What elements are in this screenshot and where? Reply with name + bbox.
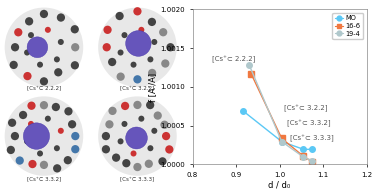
Circle shape xyxy=(16,156,24,165)
Circle shape xyxy=(102,43,111,51)
Circle shape xyxy=(37,62,43,68)
Circle shape xyxy=(27,101,36,110)
Circle shape xyxy=(28,160,37,168)
Circle shape xyxy=(108,107,117,115)
Y-axis label: f [A’/A]: f [A’/A] xyxy=(148,72,157,101)
Circle shape xyxy=(121,102,129,110)
Circle shape xyxy=(133,101,141,109)
Circle shape xyxy=(23,72,31,80)
X-axis label: d / d₀: d / d₀ xyxy=(269,181,291,189)
Circle shape xyxy=(19,111,27,119)
Circle shape xyxy=(159,28,167,36)
Circle shape xyxy=(40,101,48,109)
Circle shape xyxy=(58,39,64,45)
Circle shape xyxy=(117,73,125,81)
Circle shape xyxy=(40,161,48,169)
Circle shape xyxy=(105,120,114,129)
Circle shape xyxy=(52,103,60,111)
Circle shape xyxy=(71,25,79,33)
Circle shape xyxy=(10,61,18,69)
Circle shape xyxy=(151,128,157,134)
Circle shape xyxy=(117,138,123,144)
Circle shape xyxy=(71,43,79,51)
Circle shape xyxy=(151,39,157,45)
Circle shape xyxy=(162,132,170,140)
Circle shape xyxy=(116,12,124,20)
Circle shape xyxy=(165,145,174,154)
Circle shape xyxy=(58,128,64,134)
Text: [Cs⁺⊂ 2.2.2]: [Cs⁺⊂ 2.2.2] xyxy=(212,55,255,63)
Circle shape xyxy=(68,120,76,129)
Circle shape xyxy=(138,116,144,122)
Circle shape xyxy=(40,77,48,86)
Circle shape xyxy=(147,56,153,62)
Circle shape xyxy=(11,43,19,51)
Circle shape xyxy=(54,68,62,77)
Circle shape xyxy=(122,159,131,167)
Circle shape xyxy=(122,121,128,127)
Circle shape xyxy=(112,153,120,162)
Circle shape xyxy=(161,59,169,68)
Circle shape xyxy=(57,13,65,22)
Circle shape xyxy=(24,138,30,144)
Circle shape xyxy=(148,18,156,26)
Circle shape xyxy=(28,121,34,127)
Text: [Cs⁺⊂ 3.2.2]: [Cs⁺⊂ 3.2.2] xyxy=(120,86,154,91)
Circle shape xyxy=(64,107,73,115)
Circle shape xyxy=(40,10,48,18)
Circle shape xyxy=(147,145,153,151)
Circle shape xyxy=(71,132,79,140)
Circle shape xyxy=(160,121,169,129)
Circle shape xyxy=(27,37,48,58)
Circle shape xyxy=(131,150,137,156)
Circle shape xyxy=(146,101,154,109)
Circle shape xyxy=(71,61,79,69)
Circle shape xyxy=(5,96,83,176)
Circle shape xyxy=(133,7,141,15)
Circle shape xyxy=(117,50,123,56)
Circle shape xyxy=(133,75,141,84)
Legend: MO, 16-6, 19-4: MO, 16-6, 19-4 xyxy=(332,13,363,40)
Circle shape xyxy=(166,43,175,51)
Circle shape xyxy=(54,145,60,151)
Circle shape xyxy=(133,163,141,171)
Circle shape xyxy=(131,62,137,68)
Circle shape xyxy=(98,96,177,176)
Circle shape xyxy=(54,56,60,62)
Circle shape xyxy=(11,132,19,140)
Circle shape xyxy=(28,32,34,38)
Circle shape xyxy=(148,69,156,77)
Circle shape xyxy=(45,27,51,33)
Circle shape xyxy=(5,8,83,87)
Text: [Cs⁺⊂ 3.3.3]: [Cs⁺⊂ 3.3.3] xyxy=(291,134,334,142)
Circle shape xyxy=(98,8,177,87)
Circle shape xyxy=(53,164,61,173)
Circle shape xyxy=(154,111,162,120)
Circle shape xyxy=(158,157,166,166)
Text: [Cs⁺⊂ 3.3.2]: [Cs⁺⊂ 3.3.2] xyxy=(27,177,61,181)
Text: [Cs⁺⊂ 3.3.3]: [Cs⁺⊂ 3.3.3] xyxy=(120,177,154,181)
Circle shape xyxy=(108,58,116,66)
Circle shape xyxy=(145,160,153,168)
Circle shape xyxy=(25,17,33,26)
Circle shape xyxy=(71,145,79,153)
Circle shape xyxy=(37,150,43,156)
Circle shape xyxy=(7,146,15,154)
Text: [Cs⁺⊂ 2.2.2]: [Cs⁺⊂ 2.2.2] xyxy=(27,86,61,91)
Circle shape xyxy=(138,27,144,33)
Text: [Cs⁺⊂ 3.3.2]: [Cs⁺⊂ 3.3.2] xyxy=(287,120,331,127)
Circle shape xyxy=(23,123,49,149)
Circle shape xyxy=(8,119,16,127)
Circle shape xyxy=(64,156,72,164)
Circle shape xyxy=(126,31,151,56)
Text: [Cs⁺⊂ 3.2.2]: [Cs⁺⊂ 3.2.2] xyxy=(284,105,327,112)
Circle shape xyxy=(102,145,110,153)
Circle shape xyxy=(102,132,110,140)
Circle shape xyxy=(24,50,30,56)
Circle shape xyxy=(45,116,51,122)
Circle shape xyxy=(104,26,112,34)
Circle shape xyxy=(122,32,128,38)
Circle shape xyxy=(126,127,147,149)
Circle shape xyxy=(14,28,22,36)
